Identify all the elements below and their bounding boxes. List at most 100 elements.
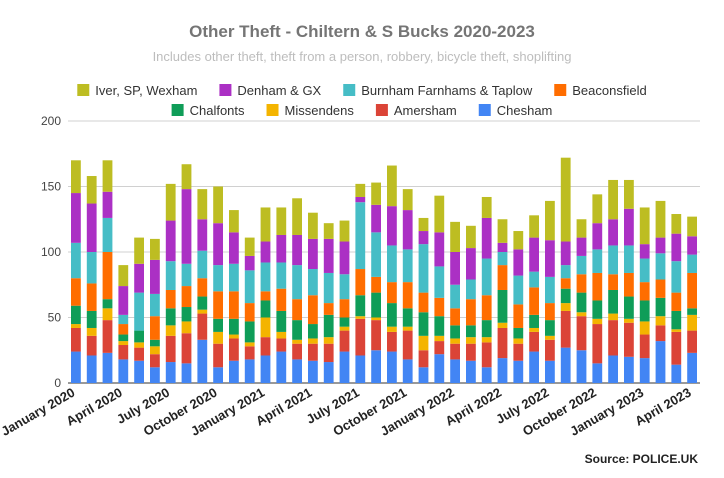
bar-segment bbox=[229, 318, 239, 335]
bar-segment bbox=[418, 367, 429, 383]
bar-segment bbox=[150, 238, 160, 260]
bar-segment bbox=[134, 360, 144, 383]
bar-segment bbox=[213, 331, 223, 344]
bar-segment bbox=[134, 342, 144, 348]
bar-segment bbox=[402, 308, 413, 327]
bar-segment bbox=[639, 244, 650, 259]
bar-segment bbox=[592, 194, 603, 224]
bar-segment bbox=[339, 326, 350, 331]
bar-segment bbox=[244, 321, 255, 343]
bar-segment bbox=[276, 288, 287, 311]
bar-segment bbox=[576, 316, 587, 351]
legend-swatch bbox=[554, 84, 567, 96]
legend-label: Chalfonts bbox=[190, 103, 245, 118]
bar-segment bbox=[134, 347, 144, 361]
bar-segment bbox=[71, 351, 81, 383]
bar-segment bbox=[418, 335, 429, 351]
bar-segment bbox=[181, 363, 192, 383]
bar-segment bbox=[560, 241, 571, 266]
bar-segment bbox=[624, 208, 634, 246]
bar-segment bbox=[402, 359, 413, 383]
bar-segment bbox=[276, 310, 287, 332]
bar-segment bbox=[197, 219, 208, 251]
bar-segment bbox=[687, 352, 697, 383]
bar-segment bbox=[118, 314, 129, 325]
bar-segment bbox=[481, 295, 492, 321]
bar-segment bbox=[150, 367, 160, 383]
bar-segment bbox=[260, 355, 271, 383]
bar-segment bbox=[387, 303, 397, 327]
bar-segment bbox=[339, 317, 350, 327]
bar-segment bbox=[308, 295, 318, 325]
bar-segment bbox=[434, 232, 445, 267]
bar-segment bbox=[86, 310, 97, 328]
bar-segment bbox=[276, 234, 287, 263]
bar-segment bbox=[276, 338, 287, 352]
bar-segment bbox=[150, 316, 160, 340]
bar-segment bbox=[260, 291, 271, 301]
bar-segment bbox=[387, 326, 397, 332]
bar-segment bbox=[529, 327, 539, 332]
bar-segment bbox=[671, 364, 682, 383]
bar-segment bbox=[323, 303, 334, 315]
bar-segment bbox=[181, 164, 192, 190]
legend-swatch bbox=[266, 104, 279, 116]
bar-segment bbox=[529, 271, 539, 288]
bar-segment bbox=[513, 249, 524, 276]
bar-segment bbox=[355, 183, 366, 197]
bar-segment bbox=[450, 252, 460, 285]
bar-segment bbox=[639, 321, 650, 335]
bar-segment bbox=[86, 335, 97, 356]
bar-segment bbox=[71, 327, 81, 352]
x-tick-label: January 2020 bbox=[0, 385, 77, 439]
bar-segment bbox=[308, 324, 318, 339]
bar-segment bbox=[292, 339, 302, 344]
bar-segment bbox=[624, 322, 634, 357]
legend-swatch bbox=[478, 104, 491, 116]
bar-segment bbox=[545, 240, 555, 277]
bar-segment bbox=[655, 237, 666, 254]
bar-segment bbox=[339, 299, 350, 318]
bar-segment bbox=[402, 326, 413, 331]
bar-segment bbox=[655, 253, 666, 280]
bar-segment bbox=[687, 308, 697, 315]
bar-segment bbox=[229, 360, 239, 383]
bar-segment bbox=[71, 278, 81, 306]
bar-segment bbox=[592, 363, 603, 383]
bar-segment bbox=[450, 221, 460, 252]
y-tick-label: 100 bbox=[41, 245, 61, 259]
bar-segment bbox=[466, 279, 476, 300]
bar-segment bbox=[497, 265, 508, 290]
bar-segment bbox=[560, 303, 571, 311]
bar-segment bbox=[181, 321, 192, 334]
bar-segment bbox=[355, 196, 366, 203]
bar-segment bbox=[450, 325, 460, 339]
bar-segment bbox=[102, 252, 113, 300]
bar-segment bbox=[655, 297, 666, 317]
bar-segment bbox=[450, 308, 460, 326]
bar-segment bbox=[513, 360, 524, 383]
bar-segment bbox=[102, 320, 113, 353]
bar-segment bbox=[624, 179, 634, 209]
bar-segment bbox=[118, 341, 129, 346]
bar-segment bbox=[292, 234, 302, 266]
bar-segment bbox=[181, 286, 192, 308]
bar-segment bbox=[355, 202, 366, 270]
bar-segment bbox=[276, 351, 287, 383]
bar-segment bbox=[545, 360, 555, 383]
bar-segment bbox=[86, 176, 97, 204]
bar-segment bbox=[592, 223, 603, 250]
bar-segment bbox=[86, 283, 97, 311]
bar-segment bbox=[434, 335, 445, 342]
bar-segment bbox=[560, 278, 571, 289]
bar-segment bbox=[213, 265, 223, 292]
bar-segment bbox=[197, 339, 208, 383]
bar-segment bbox=[102, 160, 113, 192]
bar-segment bbox=[371, 292, 381, 318]
bar-segment bbox=[197, 189, 208, 220]
bar-segment bbox=[118, 359, 129, 383]
bar-segment bbox=[655, 325, 666, 342]
bar-segment bbox=[592, 272, 603, 301]
legend-label: Iver, SP, Wexham bbox=[95, 83, 197, 98]
